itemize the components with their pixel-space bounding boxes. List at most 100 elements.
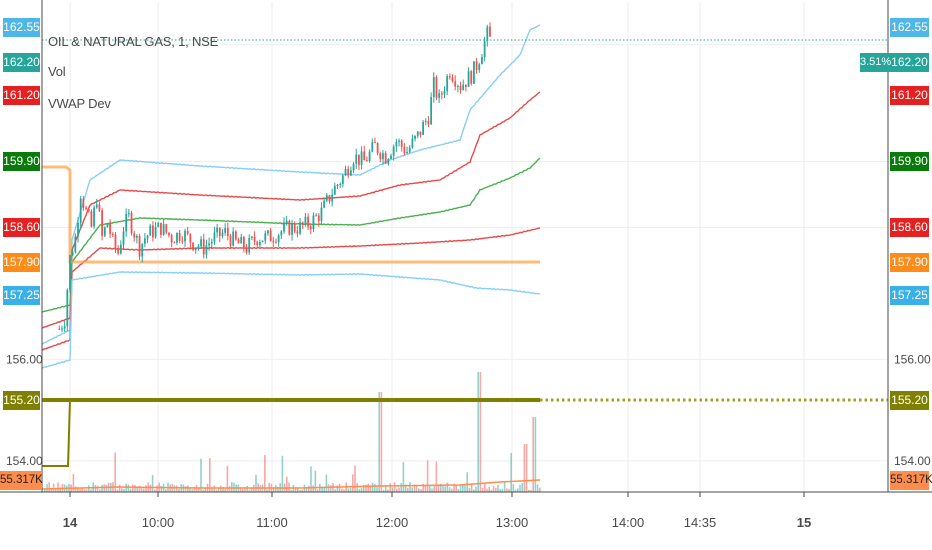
candle-up bbox=[462, 84, 465, 90]
volume-bar bbox=[393, 482, 396, 492]
volume-bar bbox=[451, 488, 453, 492]
volume-bar bbox=[376, 487, 378, 492]
candle-down bbox=[234, 231, 237, 240]
volume-bar bbox=[314, 470, 317, 492]
volume-bar bbox=[488, 486, 490, 492]
volume-bar bbox=[415, 485, 418, 492]
candle-down bbox=[242, 237, 245, 249]
volume-bar bbox=[528, 489, 530, 492]
volume-bar bbox=[514, 489, 517, 492]
volume-bar bbox=[255, 474, 257, 492]
price-tag-l-157-25: 157.25 bbox=[3, 286, 40, 306]
candle-up bbox=[127, 212, 130, 215]
candle-up bbox=[481, 57, 483, 65]
volume-bar bbox=[226, 465, 229, 492]
candle-up bbox=[93, 207, 95, 227]
candle-down bbox=[160, 222, 162, 235]
candle-up bbox=[61, 328, 63, 330]
candle-up bbox=[251, 236, 253, 238]
volume-bar bbox=[222, 487, 224, 492]
x-tick-label: 11:00 bbox=[256, 515, 288, 530]
x-tick-label: 14:35 bbox=[684, 515, 717, 530]
volume-bar bbox=[486, 488, 488, 492]
volume-bar bbox=[402, 462, 405, 492]
candle-down bbox=[152, 225, 154, 238]
candle-up bbox=[371, 142, 374, 152]
price-tag-r-161-20: 161.20 bbox=[890, 86, 929, 105]
volume-bar bbox=[176, 485, 178, 492]
price-tag-l-161-20: 161.20 bbox=[3, 86, 40, 105]
volume-bar bbox=[420, 488, 422, 492]
vwap-dev-legend: VWAP Dev bbox=[48, 96, 111, 111]
volume-bar bbox=[466, 472, 468, 492]
chart-grid bbox=[42, 2, 888, 492]
candle-down bbox=[138, 235, 141, 257]
candle-up bbox=[176, 232, 178, 243]
candle-up bbox=[390, 155, 392, 159]
volume-bar bbox=[380, 392, 383, 492]
candle-down bbox=[237, 239, 240, 244]
candle-up bbox=[149, 225, 152, 236]
candle-up bbox=[79, 198, 82, 223]
volume-bar bbox=[239, 487, 242, 492]
candle-down bbox=[90, 211, 93, 227]
volume-bar bbox=[79, 488, 81, 492]
candle-up bbox=[325, 195, 328, 201]
candle-up bbox=[213, 232, 216, 242]
volume-bar bbox=[301, 489, 303, 492]
volume-bar bbox=[121, 488, 123, 492]
axes: 14 10:00 11:00 12:00 13:00 14:00 14:35 15 156.00… bbox=[0, 0, 932, 530]
volume-bar bbox=[88, 485, 90, 492]
candle-up bbox=[224, 228, 227, 233]
volume-bar bbox=[411, 487, 413, 492]
volume-bar bbox=[81, 487, 83, 492]
candle-down bbox=[114, 234, 117, 248]
price-lines bbox=[42, 39, 888, 402]
candle-down bbox=[256, 241, 259, 245]
volume-bar bbox=[378, 392, 380, 492]
volume-bar bbox=[90, 489, 92, 492]
volume-bar bbox=[231, 482, 233, 492]
volume-bar bbox=[178, 488, 180, 492]
volume-bar bbox=[156, 485, 158, 492]
candle-up bbox=[210, 241, 213, 244]
upper-band-1 bbox=[41, 91, 541, 329]
volume-bar bbox=[387, 489, 389, 492]
x-tick-label: 12:00 bbox=[376, 515, 409, 530]
candle-up bbox=[320, 207, 323, 222]
candle-up bbox=[392, 146, 395, 156]
volume-bar bbox=[246, 485, 248, 492]
candle-up bbox=[422, 121, 424, 135]
volume-bar bbox=[521, 483, 523, 492]
volume-bar bbox=[532, 417, 534, 492]
candle-up bbox=[216, 227, 219, 233]
candle-up bbox=[473, 61, 475, 84]
price-tag-r-162-55: 162.55 bbox=[890, 17, 929, 37]
volume-bar bbox=[506, 488, 508, 492]
candle-down bbox=[226, 228, 229, 237]
vwap-dev-bands bbox=[41, 24, 541, 467]
volume-bar bbox=[134, 485, 136, 492]
candle-up bbox=[208, 243, 210, 246]
candle-down bbox=[189, 233, 192, 243]
volume-bar bbox=[501, 489, 504, 492]
candle-up bbox=[331, 194, 334, 202]
volume-bar bbox=[305, 487, 308, 492]
volume-bar bbox=[435, 461, 438, 492]
candle-down bbox=[269, 230, 272, 242]
candle-up bbox=[387, 158, 390, 164]
volume-bar bbox=[224, 488, 226, 492]
candle-down bbox=[229, 236, 232, 246]
candle-down bbox=[133, 233, 136, 238]
candle-up bbox=[467, 71, 470, 87]
candle-up bbox=[205, 245, 208, 255]
volume-bar bbox=[468, 487, 471, 492]
volume-bar bbox=[492, 485, 495, 492]
candle-up bbox=[122, 231, 125, 245]
price-tag-r-159-90: 159.90 bbox=[890, 151, 929, 171]
volume-bar bbox=[442, 485, 444, 492]
candle-up bbox=[264, 233, 267, 241]
volume-bar bbox=[138, 485, 141, 492]
volume-bar bbox=[352, 474, 354, 492]
